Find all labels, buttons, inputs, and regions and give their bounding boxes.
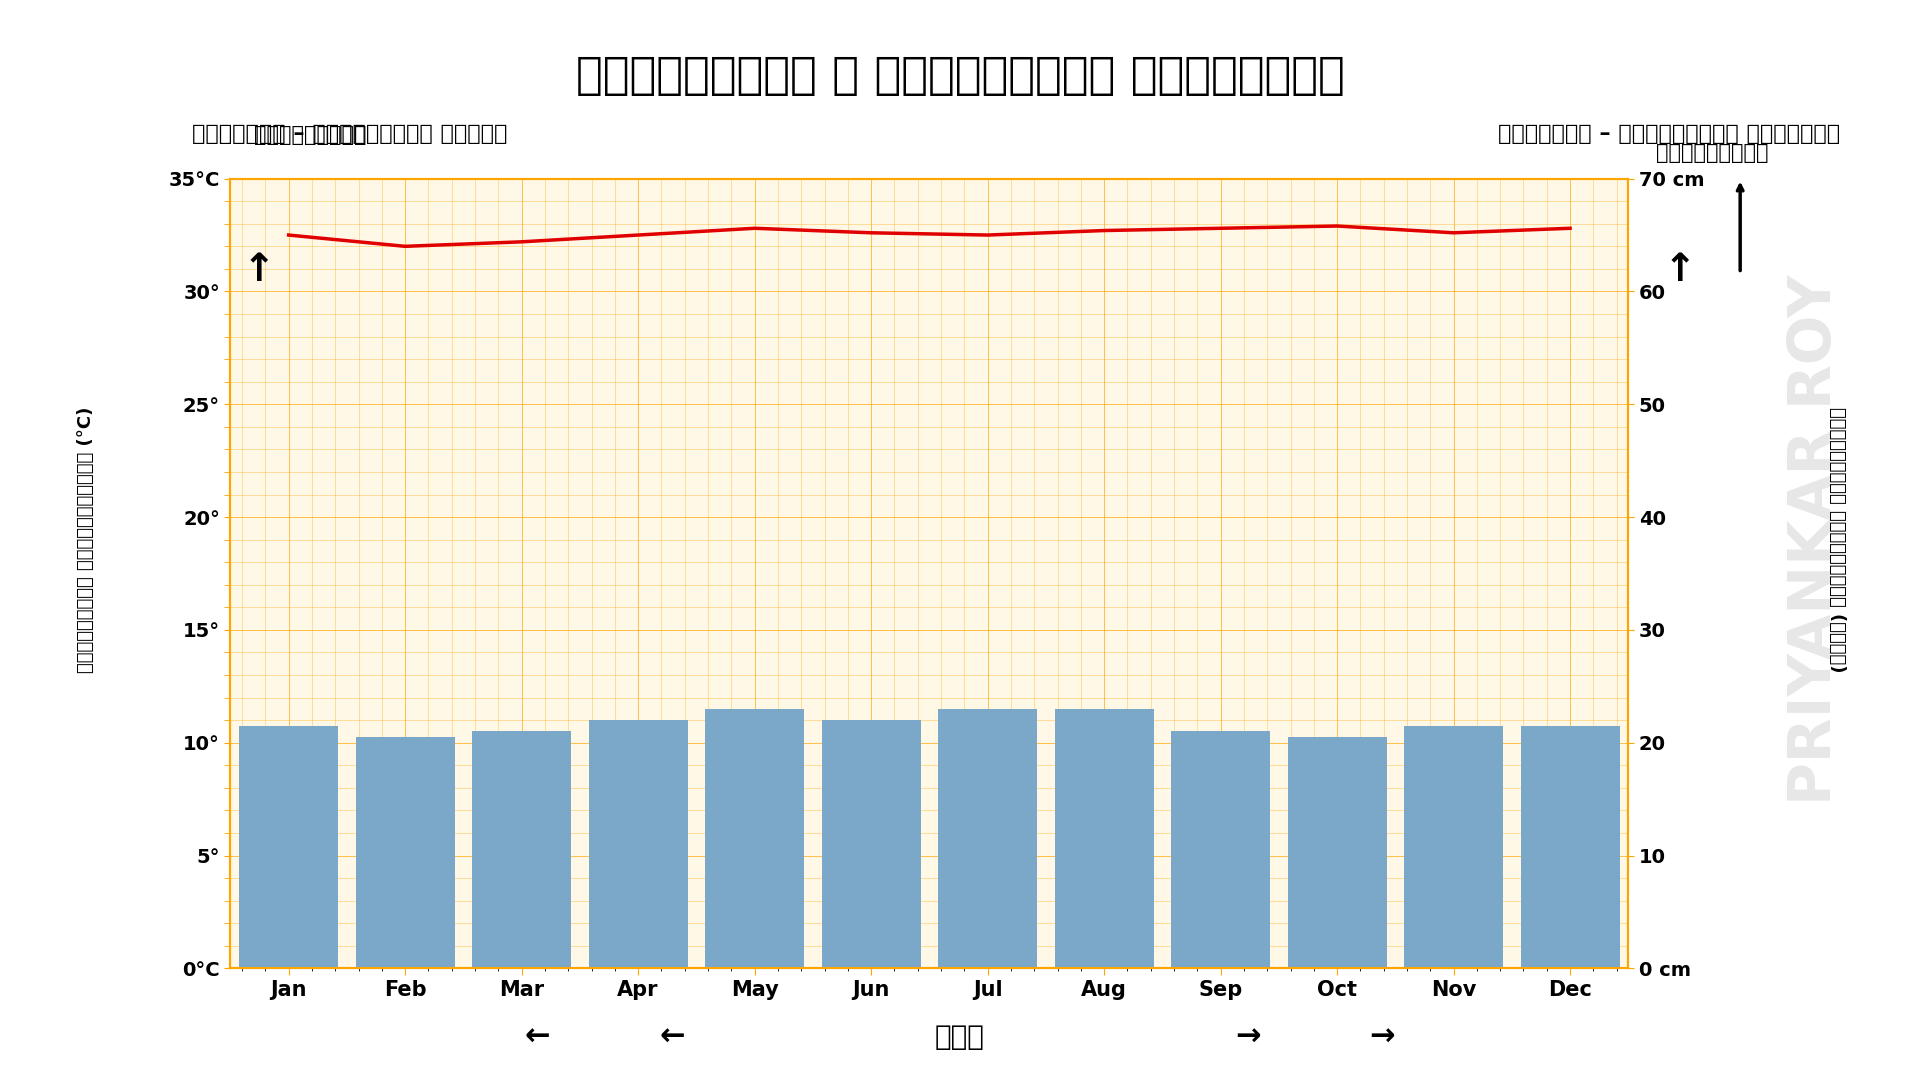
Text: তাপমাত্রা ও বৃষ্টিপাত লেখচিত্র: তাপমাত্রা ও বৃষ্টিপাত লেখচিত্র: [576, 54, 1344, 97]
Bar: [822, 720, 920, 969]
Bar: [1404, 726, 1503, 969]
Bar: [1054, 708, 1154, 969]
Bar: [705, 708, 804, 969]
Bar: [939, 708, 1037, 969]
Text: →: →: [1369, 1023, 1396, 1051]
Text: →: →: [1235, 1023, 1261, 1051]
Text: জলবায়ু – নিরক্ষীয় জলবায়ু: জলবায়ু – নিরক্ষীয় জলবায়ু: [1498, 124, 1839, 145]
Bar: [355, 738, 455, 969]
Bar: [589, 720, 687, 969]
Bar: [1171, 731, 1271, 969]
Text: ←: ←: [659, 1023, 685, 1051]
Text: বৃষ্টিপাত: বৃষ্টিপাত: [1657, 143, 1768, 163]
Text: PRIYANKAR ROY: PRIYANKAR ROY: [1786, 274, 1843, 806]
Bar: [1521, 726, 1620, 969]
Text: ←: ←: [524, 1023, 551, 1051]
Text: ↑: ↑: [244, 251, 275, 289]
Text: তাপমাত্রা: তাপমাত্রা: [253, 125, 367, 145]
Bar: [240, 726, 338, 969]
Bar: [1288, 738, 1386, 969]
Text: বৃষ্টিপাত স্বাভাবিক (সেমি): বৃষ্টিপাত স্বাভাবিক (সেমি): [1828, 407, 1847, 673]
Text: মাস: মাস: [935, 1023, 985, 1051]
Text: ↑: ↑: [1665, 251, 1695, 289]
Bar: [472, 731, 570, 969]
Text: তাপমাত্রা সেন্টিগ্রেড (°C): তাপমাত্রা সেন্টিগ্রেড (°C): [77, 407, 96, 673]
Text: গোলার্ধ – নিরক্ষীয় অঞ্চল: গোলার্ধ – নিরক্ষীয় অঞ্চল: [192, 124, 507, 145]
